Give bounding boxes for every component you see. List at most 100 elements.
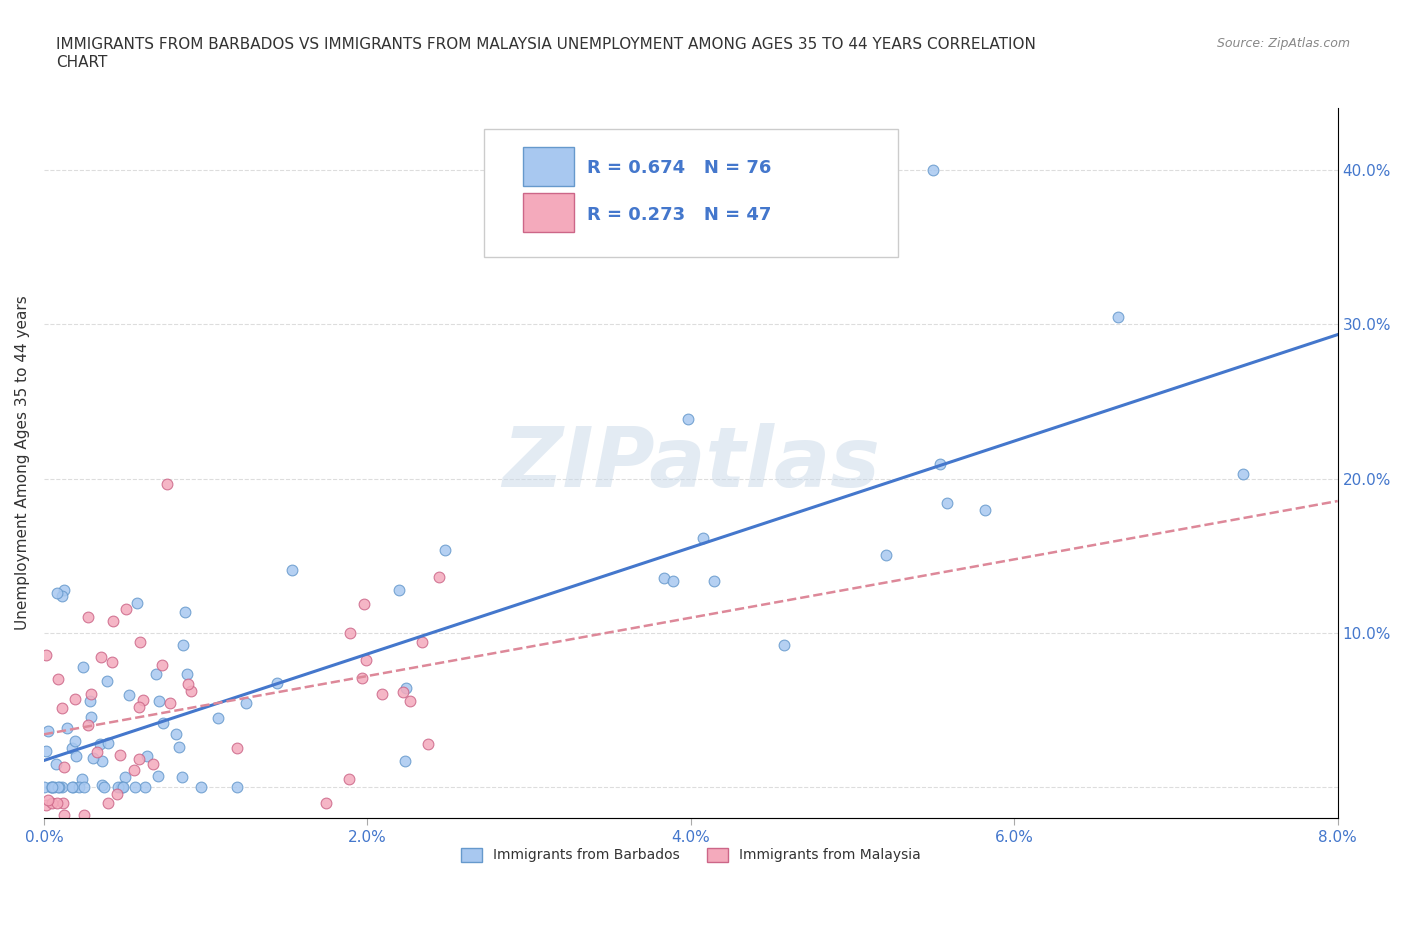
Point <box>172 638 194 653</box>
Point <box>52 795 75 810</box>
Point <box>89 737 111 751</box>
Point <box>416 737 439 751</box>
Point <box>676 411 699 426</box>
Point <box>936 496 959 511</box>
Point <box>427 569 450 584</box>
Point <box>315 795 337 810</box>
Point <box>82 751 104 765</box>
Point <box>226 780 249 795</box>
Point <box>394 753 416 768</box>
Point <box>41 780 63 795</box>
Point <box>107 787 129 802</box>
Point <box>174 604 197 619</box>
Point <box>235 696 257 711</box>
Point <box>371 687 394 702</box>
Point <box>63 692 86 707</box>
Point <box>974 502 997 517</box>
Point <box>145 666 167 681</box>
Point <box>53 582 76 597</box>
Point <box>226 740 249 755</box>
Point <box>132 693 155 708</box>
Point <box>124 780 146 795</box>
Point <box>76 609 98 624</box>
Point <box>176 676 198 691</box>
Point <box>79 694 101 709</box>
Point <box>51 589 73 604</box>
Point <box>101 655 124 670</box>
Point <box>35 798 58 813</box>
Point <box>356 652 378 667</box>
Point <box>692 530 714 545</box>
Point <box>48 780 70 795</box>
Point <box>110 780 132 795</box>
Point <box>51 700 73 715</box>
Point <box>350 671 373 686</box>
Point <box>53 808 76 823</box>
Point <box>395 681 418 696</box>
Point <box>169 739 191 754</box>
Point <box>35 647 58 662</box>
Point <box>773 637 796 652</box>
Point <box>41 780 63 795</box>
Point <box>37 792 59 807</box>
Point <box>32 780 55 795</box>
Point <box>42 780 65 795</box>
Point <box>80 686 103 701</box>
Point <box>115 602 138 617</box>
Point <box>207 711 229 725</box>
Legend: Immigrants from Barbados, Immigrants from Malaysia: Immigrants from Barbados, Immigrants fro… <box>456 842 927 868</box>
Point <box>281 563 304 578</box>
Point <box>411 635 433 650</box>
Point <box>136 749 159 764</box>
Point <box>91 753 114 768</box>
Point <box>399 693 422 708</box>
Point <box>388 582 411 597</box>
Point <box>73 780 96 795</box>
Point <box>266 675 288 690</box>
Point <box>77 717 100 732</box>
Point <box>51 780 73 795</box>
Point <box>103 614 125 629</box>
Point <box>45 796 67 811</box>
Bar <box>523 147 574 186</box>
Point <box>90 649 112 664</box>
Point <box>86 744 108 759</box>
Point <box>41 780 63 795</box>
Point <box>60 740 83 755</box>
Point <box>53 760 76 775</box>
Point <box>45 757 67 772</box>
Point <box>111 780 134 795</box>
Point <box>60 780 83 795</box>
Point <box>662 574 685 589</box>
Point <box>41 795 63 810</box>
Point <box>433 542 456 557</box>
Text: ZIPatlas: ZIPatlas <box>502 422 880 503</box>
Text: R = 0.273   N = 47: R = 0.273 N = 47 <box>588 206 772 223</box>
Point <box>929 457 952 472</box>
Point <box>34 744 56 759</box>
Point <box>150 658 173 672</box>
Point <box>146 769 169 784</box>
Point <box>1107 309 1129 324</box>
Point <box>97 736 120 751</box>
Point <box>46 585 69 600</box>
Point <box>127 595 149 610</box>
Point <box>703 573 725 588</box>
Point <box>46 671 69 686</box>
Point <box>72 660 94 675</box>
Point <box>63 733 86 748</box>
Point <box>37 724 59 738</box>
Y-axis label: Unemployment Among Ages 35 to 44 years: Unemployment Among Ages 35 to 44 years <box>15 296 30 631</box>
Point <box>90 777 112 792</box>
Point <box>56 721 79 736</box>
Point <box>148 694 170 709</box>
Point <box>118 687 141 702</box>
Point <box>159 696 181 711</box>
Point <box>652 570 675 585</box>
Point <box>128 699 150 714</box>
Point <box>62 780 84 795</box>
Point <box>339 625 361 640</box>
Point <box>70 772 93 787</box>
Point <box>156 477 179 492</box>
FancyBboxPatch shape <box>484 129 898 257</box>
